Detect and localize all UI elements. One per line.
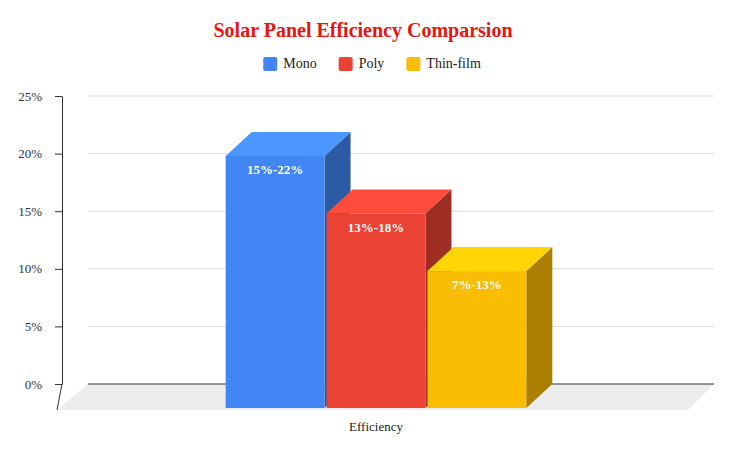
legend-item: Thin-film xyxy=(406,56,481,71)
tick: 0% xyxy=(25,377,62,392)
legend: Mono Poly Thin-film xyxy=(263,56,481,71)
legend-swatch xyxy=(339,57,353,71)
tick: 20% xyxy=(18,146,62,161)
legend-label: Thin-film xyxy=(426,56,481,71)
tick-label: 5% xyxy=(25,319,43,334)
bar-front xyxy=(427,271,526,408)
tick-mark xyxy=(55,96,62,97)
grid-line xyxy=(88,153,714,154)
annotations: 15%-22% 13%-18% 7%-13% xyxy=(247,162,502,292)
bars xyxy=(226,132,553,408)
tick-mark xyxy=(55,154,62,155)
legend-item: Poly xyxy=(339,56,385,71)
tick-label: 25% xyxy=(18,89,42,104)
legend-item: Mono xyxy=(263,56,316,71)
tick-mark xyxy=(55,211,62,212)
bar xyxy=(427,247,552,408)
tick-label: 20% xyxy=(18,146,42,161)
annotation: 13%-18% xyxy=(348,220,404,235)
chart: Solar Panel Efficiency Comparsion 0% 5% 10%… xyxy=(0,0,731,456)
legend-swatch xyxy=(263,57,277,71)
bar-top xyxy=(226,132,351,156)
category-label: Efficiency xyxy=(349,419,403,434)
annotation: 15%-22% xyxy=(247,162,303,177)
bar-front xyxy=(327,214,426,408)
tick: 10% xyxy=(18,261,62,276)
axis-line-extension xyxy=(57,384,62,410)
annotation: 7%-13% xyxy=(452,277,502,292)
bar-front xyxy=(226,156,325,408)
y-axis: 0% 5% 10% 15% 20% 25% xyxy=(18,89,62,392)
tick: Efficiency xyxy=(349,419,403,434)
background xyxy=(0,0,731,456)
tick-label: 0% xyxy=(25,377,43,392)
axis-line xyxy=(62,97,63,385)
tick-mark xyxy=(55,326,62,327)
legend-label: Mono xyxy=(283,56,316,71)
bar-top xyxy=(327,190,452,214)
tick-mark xyxy=(55,269,62,270)
tick: 15% xyxy=(18,204,62,219)
grid-line xyxy=(88,96,714,97)
legend-swatch xyxy=(406,57,420,71)
tick-label: 15% xyxy=(18,204,42,219)
x-axis: Efficiency xyxy=(349,419,403,434)
bar-side xyxy=(526,247,552,408)
tick-mark xyxy=(55,384,62,385)
tick: 5% xyxy=(25,319,62,334)
legend-label: Poly xyxy=(359,56,385,71)
bar-top xyxy=(427,247,552,271)
title: Solar Panel Efficiency Comparsion xyxy=(213,19,512,42)
tick: 25% xyxy=(18,89,62,104)
tick-label: 10% xyxy=(18,261,42,276)
